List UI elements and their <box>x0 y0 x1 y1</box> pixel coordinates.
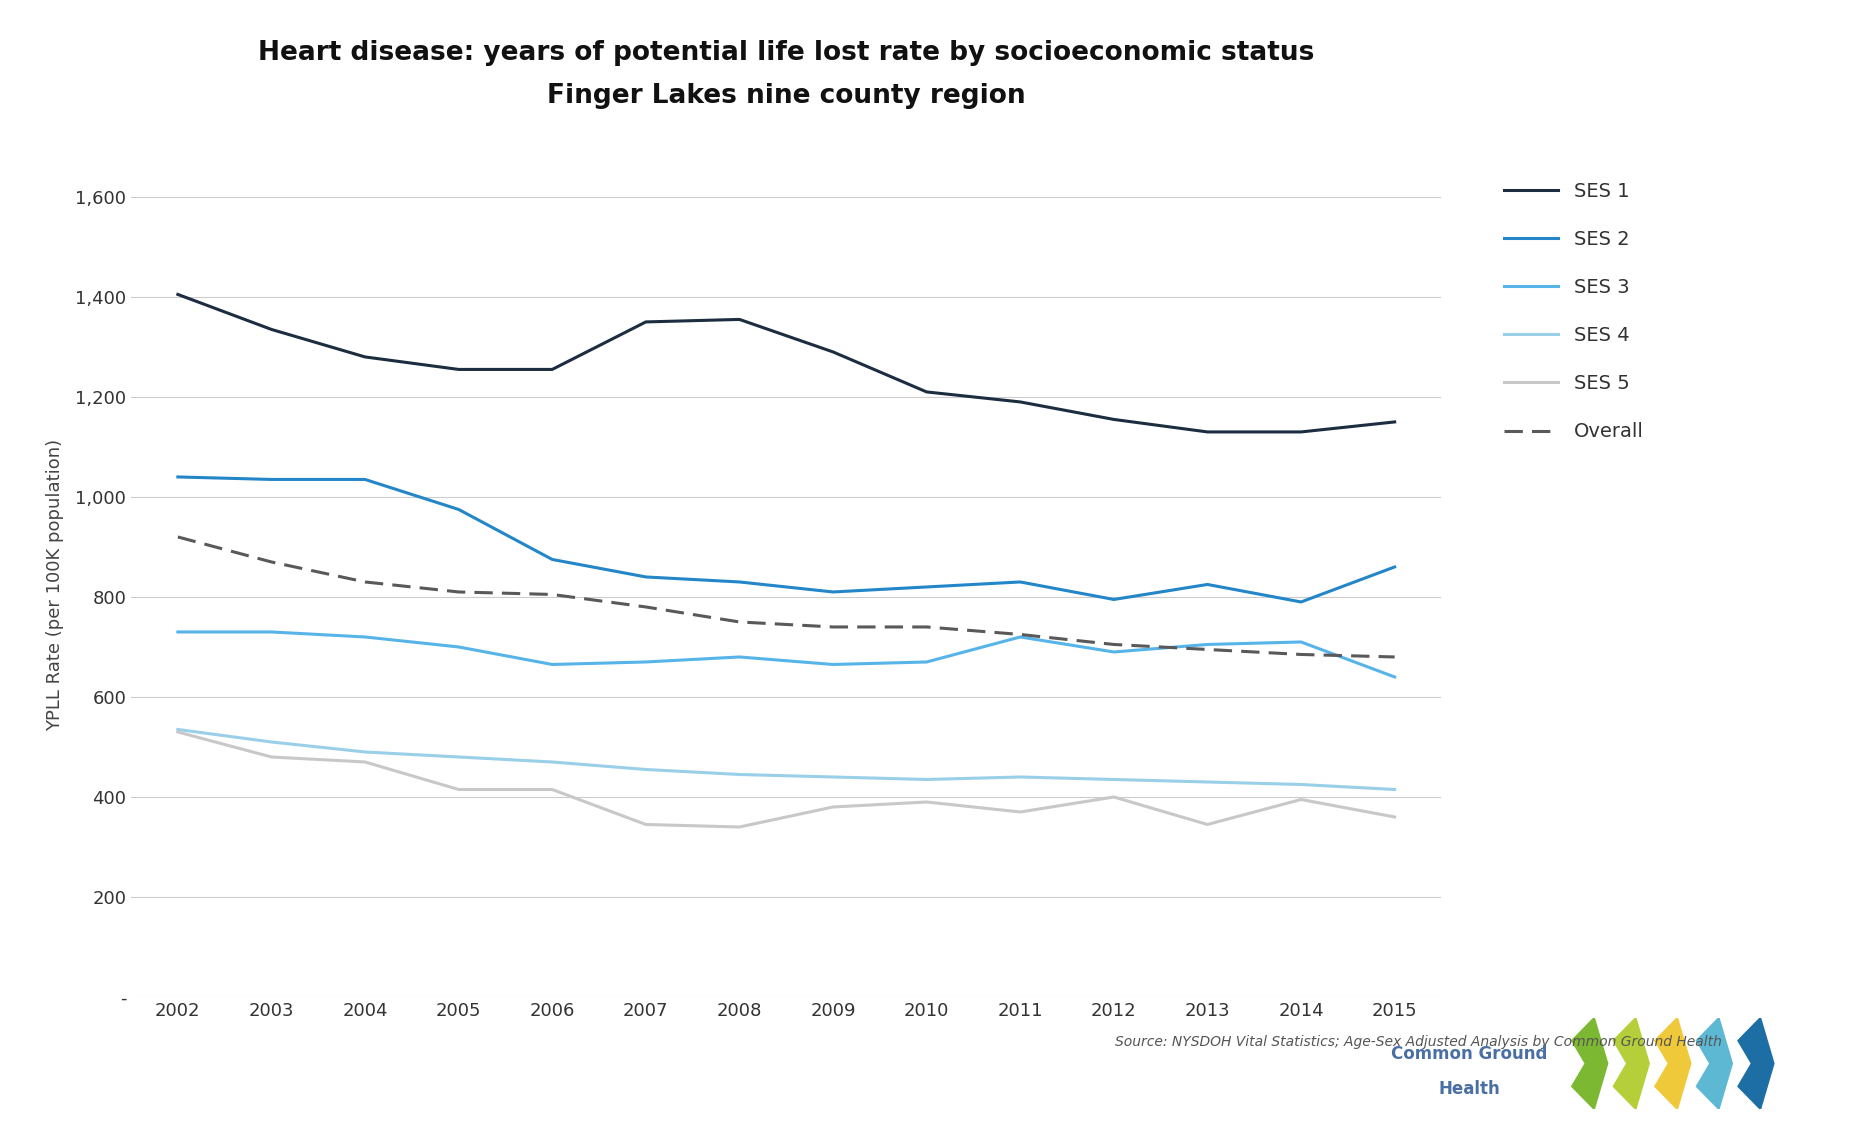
Polygon shape <box>1655 1018 1690 1109</box>
Polygon shape <box>1737 1018 1775 1109</box>
Text: Heart disease: years of potential life lost rate by socioeconomic status: Heart disease: years of potential life l… <box>258 40 1314 66</box>
Text: Common Ground: Common Ground <box>1391 1045 1548 1063</box>
Text: Finger Lakes nine county region: Finger Lakes nine county region <box>547 83 1026 109</box>
Text: Health: Health <box>1440 1080 1499 1098</box>
Polygon shape <box>1614 1018 1649 1109</box>
Text: Source: NYSDOH Vital Statistics; Age-Sex Adjusted Analysis by Common Ground Heal: Source: NYSDOH Vital Statistics; Age-Sex… <box>1116 1035 1722 1049</box>
Legend: SES 1, SES 2, SES 3, SES 4, SES 5, Overall: SES 1, SES 2, SES 3, SES 4, SES 5, Overa… <box>1503 181 1644 441</box>
Polygon shape <box>1572 1018 1608 1109</box>
Y-axis label: YPLL Rate (per 100K population): YPLL Rate (per 100K population) <box>47 439 64 730</box>
Polygon shape <box>1696 1018 1732 1109</box>
